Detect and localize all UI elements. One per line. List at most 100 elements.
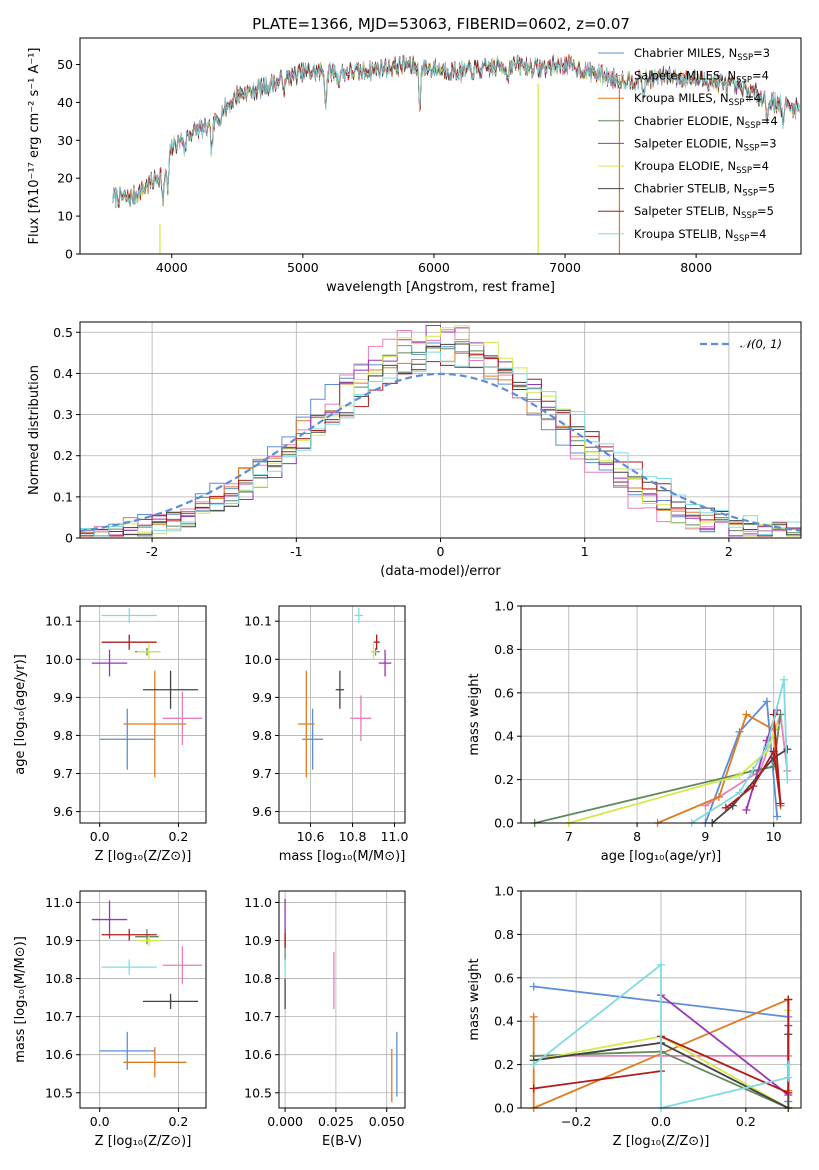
mass-vs-Z-panel: 0.0 0.2 10.5 10.6 10.7 10.8 10.9 11.0 Z [log₁₀(Z… <box>13 890 207 1149</box>
mass-weight-marker <box>769 747 778 756</box>
y-tick-label: 40 <box>57 95 73 110</box>
x-axis-label: E(B-V) <box>322 1134 362 1149</box>
histogram-step <box>80 341 801 537</box>
x-tick-label: 0.2 <box>736 1114 756 1129</box>
mass-weight-marker <box>529 1060 538 1069</box>
x-tick-label: -2 <box>146 544 158 559</box>
y-tick-label: 9.7 <box>53 766 73 781</box>
x-tick-label: 0.2 <box>168 829 188 844</box>
x-tick-label: 0.000 <box>267 1114 303 1129</box>
x-tick-label: 0.025 <box>318 1114 354 1129</box>
mass-weight-marker <box>749 782 758 791</box>
histogram-step <box>80 353 801 537</box>
y-tick-label: 10.7 <box>244 1009 272 1024</box>
mass-weight-marker <box>715 792 724 801</box>
y-tick-label: 0.6 <box>494 685 514 700</box>
normal-reference-curve <box>80 372 801 532</box>
y-tick-label: 9.9 <box>53 690 73 705</box>
y-tick-label: 10.6 <box>244 1047 272 1062</box>
y-tick-label: 0 <box>65 247 73 262</box>
y-tick-label: 10.5 <box>45 1085 73 1100</box>
y-tick-label: 10 <box>57 209 73 224</box>
x-tick-label: 0.0 <box>90 1114 110 1129</box>
axes-frame <box>520 890 802 1109</box>
legend-label: Chabrier STELIB, NSSP=5 <box>634 182 775 199</box>
axes-frame <box>278 890 406 1109</box>
mass-weight-marker <box>776 799 785 808</box>
mass-weight-line <box>568 725 778 824</box>
mass-weight-line <box>533 962 790 1110</box>
spectrum-line <box>112 55 800 206</box>
y-tick-label: 0.3 <box>53 407 73 422</box>
y-tick-label: 9.9 <box>252 690 272 705</box>
axes-frame <box>79 605 207 824</box>
y-tick-label: 11.0 <box>45 895 73 910</box>
plot-area <box>530 675 792 827</box>
mass-weight-marker <box>529 982 538 991</box>
y-tick-label: 10.7 <box>45 1009 73 1024</box>
x-tick-label: 7 <box>565 829 573 844</box>
x-tick-label: 0.2 <box>168 1114 188 1129</box>
plot-area <box>529 960 793 1112</box>
x-tick-label: 10 <box>766 829 782 844</box>
mass-weight-marker <box>721 803 730 812</box>
mass-weight-marker <box>742 710 751 719</box>
x-axis-label: age [log₁₀(age/yr)] <box>601 849 722 864</box>
x-tick-label: 0.0 <box>90 829 110 844</box>
legend-label: Chabrier ELODIE, NSSP=4 <box>634 114 778 131</box>
y-tick-label: 30 <box>57 133 73 148</box>
mass-weight-marker <box>735 771 744 780</box>
x-tick-label: 5000 <box>287 260 319 275</box>
y-tick-label: 0.8 <box>494 642 514 657</box>
plot-area <box>80 325 801 537</box>
legend-label: Salpeter STELIB, NSSP=5 <box>634 204 774 221</box>
y-tick-label: 0.4 <box>494 729 514 744</box>
histogram-step <box>80 325 801 537</box>
y-tick-label: 0.8 <box>494 927 514 942</box>
y-tick-label: 20 <box>57 171 73 186</box>
mass-weight-marker <box>784 1088 793 1097</box>
y-axis-label: mass weight <box>467 958 482 1040</box>
mass-weight-marker <box>529 1012 538 1021</box>
x-axis-label: (data-model)/error <box>380 564 501 579</box>
y-tick-label: 10.1 <box>244 614 272 629</box>
age-vs-Z-panel: 0.0 0.2 9.6 9.7 9.8 9.9 10.0 10.1 Z [log₁₀(Z/Z⊙)… <box>13 605 207 864</box>
mass-weight-marker <box>779 675 788 684</box>
y-tick-label: 0 <box>65 531 73 546</box>
mass-weight-line <box>711 748 788 824</box>
x-tick-label: 1 <box>581 544 589 559</box>
mass-weight-vs-age-panel: 7 8 9 10 0.0 0.2 0.4 0.6 0.8 1.0 age [log₁₀(age/yr… <box>467 599 802 864</box>
x-tick-label: 11.0 <box>381 829 409 844</box>
legend-label: Salpeter ELODIE, NSSP=3 <box>634 136 777 153</box>
plot-area <box>91 900 203 1078</box>
y-tick-label: 9.6 <box>53 804 73 819</box>
y-tick-label: 9.8 <box>53 728 73 743</box>
y-tick-label: 10.0 <box>45 652 73 667</box>
legend-label: Salpeter MILES, NSSP=4 <box>634 69 769 86</box>
residual-histogram-panel: -2 -1 0 1 2 0 0.1 0.2 0.3 0.4 0.5 (data-model)/erro… <box>27 321 802 579</box>
y-axis-label: age [log₁₀(age/yr)] <box>13 654 28 775</box>
legend-label: Kroupa MILES, NSSP=4 <box>634 91 761 108</box>
y-tick-label: 0.6 <box>494 970 514 985</box>
x-tick-label: 10.8 <box>339 829 367 844</box>
mass-weight-marker <box>776 710 785 719</box>
plot-area <box>91 607 203 778</box>
age-vs-mass-panel: 10.6 10.8 11.0 9.6 9.7 9.8 9.9 10.0 10.1 mass [lo… <box>244 605 409 864</box>
x-tick-label: 8 <box>633 829 641 844</box>
y-tick-label: 9.7 <box>252 766 272 781</box>
y-tick-label: 0.2 <box>494 1057 514 1072</box>
x-tick-label: 0.050 <box>369 1114 405 1129</box>
x-tick-label: 7000 <box>549 260 581 275</box>
mass-weight-marker <box>784 1060 793 1069</box>
axes-frame <box>520 605 802 824</box>
y-tick-label: 10.0 <box>244 652 272 667</box>
mass-weight-marker <box>657 960 665 969</box>
y-tick-label: 10.1 <box>45 614 73 629</box>
mass-weight-line <box>534 714 782 824</box>
x-tick-label: 0 <box>437 544 445 559</box>
mass-weight-vs-Z-panel: −0.2 0.0 0.2 0.0 0.2 0.4 0.6 0.8 1.0 Z [log₁₀(Z/Z… <box>467 884 802 1149</box>
axes-frame <box>79 37 802 255</box>
x-tick-label: −0.2 <box>561 1114 591 1129</box>
y-axis-label: Flux [fλ10⁻¹⁷ erg cm⁻² s⁻¹ A⁻¹] <box>27 48 42 245</box>
